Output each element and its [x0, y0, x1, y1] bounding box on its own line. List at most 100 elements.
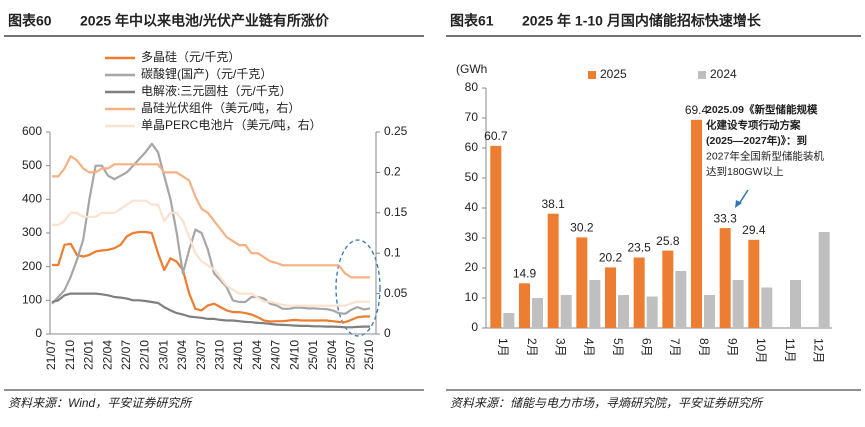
bar: [519, 283, 530, 328]
x-tick-label: 5月: [611, 338, 625, 357]
source-note: 资料来源：Wind，平安证券研究所: [8, 396, 193, 410]
y-tick-label: 0: [35, 326, 42, 340]
x-tick-label: 25/04: [325, 340, 339, 370]
x-tick-label: 3月: [553, 338, 567, 357]
chart-title: 2025 年中以来电池/光伏产业链有所涨价: [80, 13, 330, 29]
x-tick-label: 25/01: [306, 340, 320, 370]
bar: [662, 250, 674, 328]
legend-label: 2024: [710, 67, 737, 81]
x-tick-label: 22/01: [82, 340, 96, 370]
x-tick-label: 21/10: [63, 340, 77, 370]
annotation-arrow: [738, 189, 749, 205]
x-tick-label: 24/07: [269, 340, 283, 370]
x-tick-label: 10月: [754, 338, 768, 363]
data-label: 23.5: [627, 241, 651, 255]
y-tick-label: 500: [22, 158, 42, 172]
bar: [532, 298, 543, 328]
data-label: 20.2: [599, 251, 623, 265]
y-tick-label: 600: [22, 124, 42, 138]
bar: [732, 280, 744, 328]
x-tick-label: 7月: [668, 338, 682, 357]
annotation-arrowhead: [735, 200, 742, 208]
figure-label: 图表61: [450, 13, 494, 29]
y-tick-label: 30: [465, 230, 479, 244]
x-tick-label: 25/07: [343, 340, 357, 370]
x-tick-label: 25/10: [362, 340, 376, 370]
series-line: [52, 155, 370, 279]
bar: [704, 295, 715, 328]
x-tick-label: 22/04: [100, 340, 114, 370]
data-label: 14.9: [513, 266, 537, 280]
annotation: 化建设专项行动方案: [706, 118, 801, 131]
series-line: [51, 142, 371, 315]
bar: [675, 271, 687, 328]
bar: [547, 213, 559, 328]
y-tick-label: 100: [22, 293, 42, 307]
x-tick-label: 23/07: [194, 340, 208, 370]
annotation: 2025.09《新型储能规模: [706, 103, 818, 116]
source-note: 资料来源：储能与电力市场，寻熵研究院，平安证券研究所: [450, 396, 764, 410]
x-tick-label: 24/01: [231, 340, 245, 370]
y2-tick-label: 0.25: [384, 124, 408, 138]
legend-label: 晶硅光伏组件（美元/吨，右）: [141, 100, 300, 115]
legend-swatch: [588, 71, 596, 79]
y-tick-label: 400: [22, 192, 42, 206]
bar: [490, 145, 502, 328]
x-tick-label: 6月: [639, 338, 653, 357]
bar: [589, 280, 601, 328]
data-label: 29.4: [742, 223, 766, 237]
x-tick-label: 4月: [582, 338, 596, 357]
y-tick-label: 300: [22, 225, 42, 239]
bar: [605, 267, 616, 328]
series-line: [51, 292, 370, 329]
bar: [719, 228, 731, 328]
legend-label: 碳酸锂(国产)（元/千克）: [141, 66, 272, 81]
legend-swatch: [698, 71, 706, 79]
data-label: 33.3: [713, 211, 737, 225]
data-label: 69.4: [685, 103, 709, 117]
bar: [503, 313, 515, 328]
figure-label: 图表60: [8, 13, 52, 29]
y-tick-label: 60: [465, 140, 479, 154]
y-tick-label: 40: [465, 200, 479, 214]
x-tick-label: 2月: [525, 338, 539, 357]
x-tick-label: 23/10: [213, 340, 227, 370]
data-label: 60.7: [484, 129, 508, 143]
x-tick-label: 23/04: [175, 340, 189, 370]
x-tick-label: 8月: [697, 338, 711, 357]
x-tick-label: 11月: [783, 338, 797, 362]
bar: [818, 232, 830, 328]
chart-title: 2025 年 1-10 月国内储能招标快速增长: [522, 13, 762, 29]
x-tick-label: 23/01: [156, 340, 170, 370]
y2-tick-label: 0: [384, 326, 391, 340]
x-tick-label: 22/07: [119, 340, 133, 370]
y-tick-label: 200: [22, 259, 42, 273]
y2-tick-label: 0.1: [384, 245, 401, 259]
data-label: 30.2: [570, 221, 594, 235]
bar: [691, 119, 702, 328]
bar: [618, 295, 629, 328]
bar: [576, 237, 588, 328]
y-axis-title: (GWh: [456, 62, 487, 76]
highlight-ellipse: [335, 239, 381, 337]
x-tick-label: 1月: [496, 338, 510, 357]
y-tick-label: 80: [465, 80, 479, 94]
y2-tick-label: 0.05: [384, 286, 408, 300]
y-tick-label: 0: [471, 320, 478, 334]
bar: [560, 295, 572, 328]
legend-label: 单晶PERC电池片（美元/吨，右）: [141, 117, 322, 132]
x-tick-label: 21/07: [44, 340, 58, 370]
bar: [790, 280, 801, 328]
legend-label: 电解液:三元圆柱（元/千克）: [141, 83, 292, 98]
annotation: 达到180GW以上: [706, 166, 784, 178]
y-tick-label: 20: [465, 260, 479, 274]
y-tick-label: 10: [465, 290, 479, 304]
x-tick-label: 24/10: [287, 340, 301, 370]
y2-tick-label: 0.15: [384, 205, 408, 219]
series-line: [52, 199, 370, 307]
x-tick-label: 22/10: [138, 340, 152, 370]
legend-label: 多晶硅（元/千克）: [141, 50, 240, 64]
annotation: 2027年全国新型储能装机: [706, 149, 824, 162]
y2-tick-label: 0.2: [384, 165, 401, 179]
